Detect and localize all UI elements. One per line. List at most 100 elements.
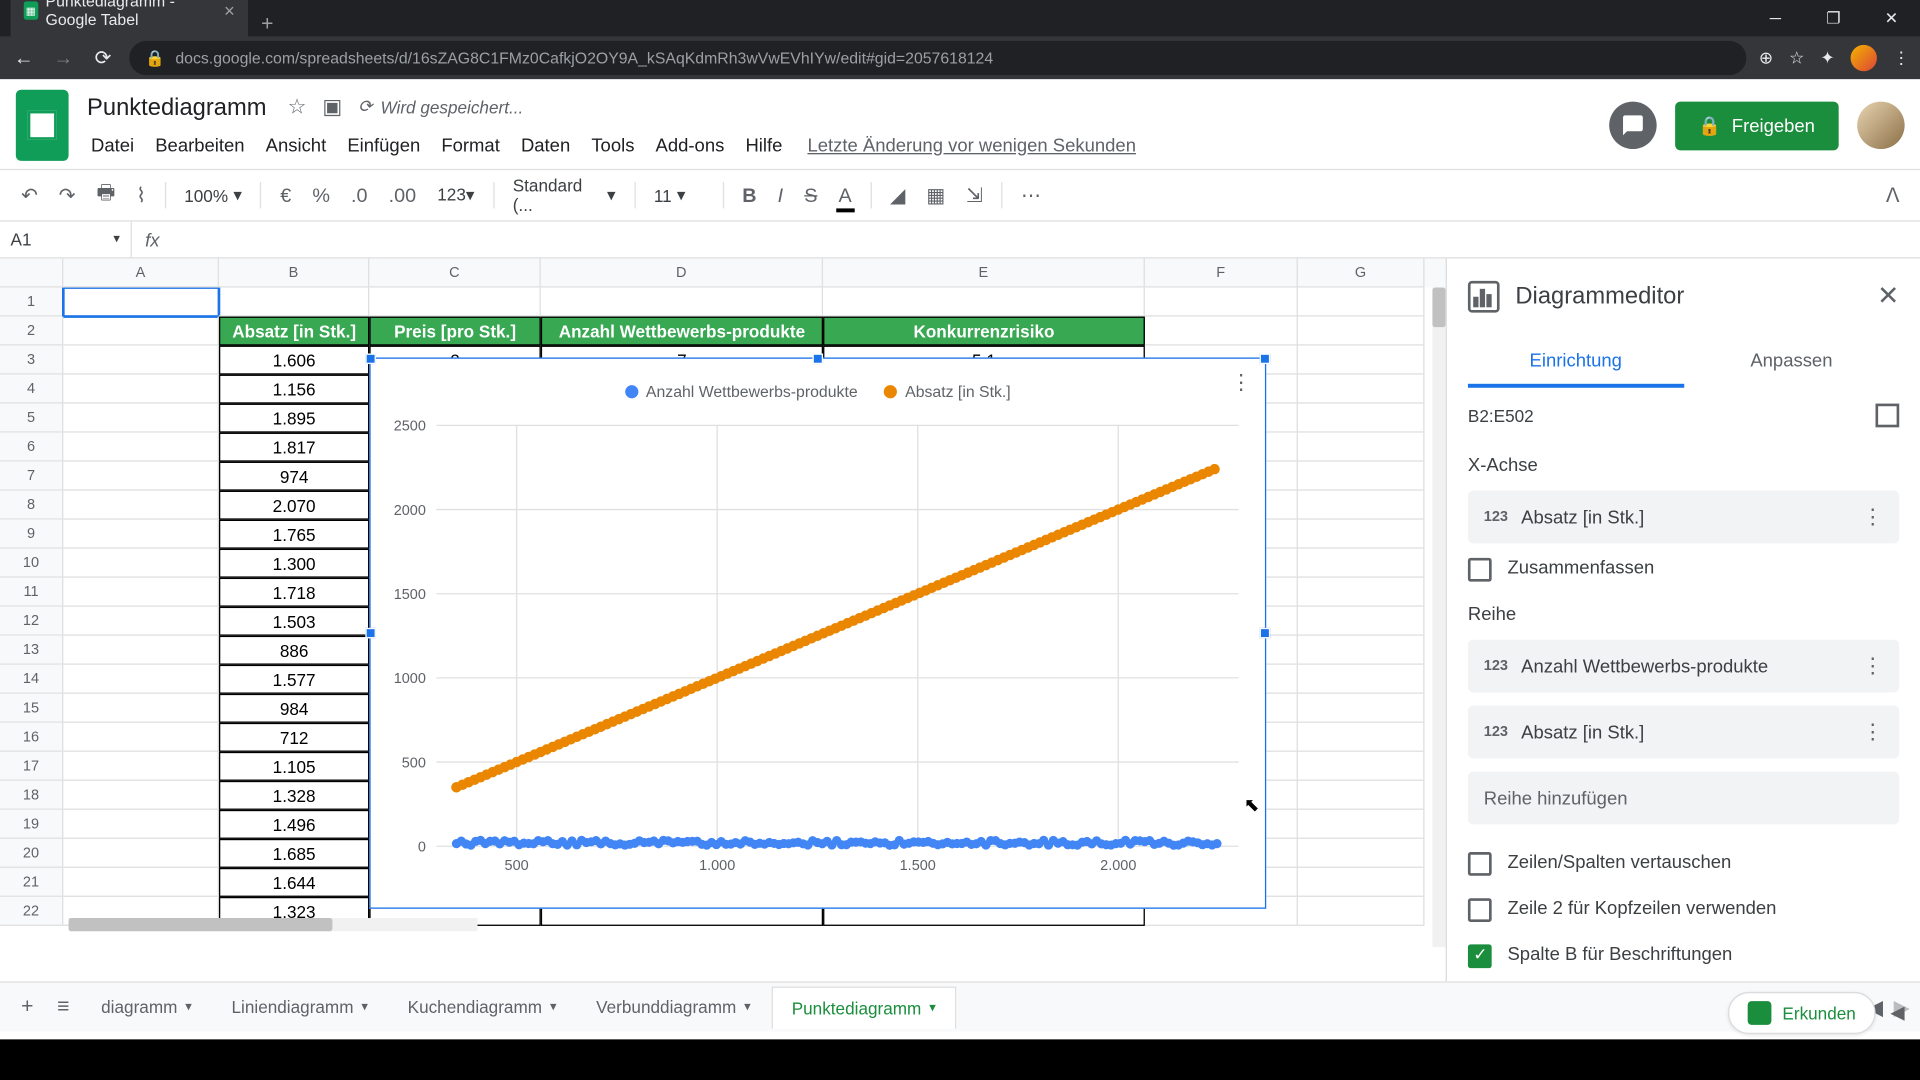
- print-icon[interactable]: 🖶: [89, 171, 124, 220]
- move-doc-icon[interactable]: ▣: [322, 94, 342, 120]
- tab-anpassen[interactable]: Anpassen: [1684, 336, 1900, 387]
- cell[interactable]: 974: [219, 462, 369, 491]
- select-all-corner[interactable]: [0, 259, 63, 288]
- zoom-select[interactable]: 100% ▾: [176, 179, 250, 211]
- resize-handle[interactable]: [1260, 628, 1271, 639]
- cell[interactable]: [1298, 694, 1425, 723]
- cell[interactable]: 1.685: [219, 839, 369, 868]
- cell[interactable]: Anzahl Wettbewerbs-produkte: [541, 317, 823, 346]
- row-header[interactable]: 18: [0, 781, 63, 810]
- format-select[interactable]: 123▾: [429, 179, 482, 211]
- cell[interactable]: 984: [219, 694, 369, 723]
- checkbox-icon[interactable]: [1468, 852, 1492, 876]
- cell[interactable]: 1.817: [219, 433, 369, 462]
- redo-icon[interactable]: ↷: [51, 175, 83, 215]
- add-sheet-icon[interactable]: +: [11, 985, 44, 1030]
- data-range[interactable]: B2:E502: [1468, 406, 1534, 426]
- currency-icon[interactable]: €: [272, 176, 299, 214]
- row-header[interactable]: 10: [0, 549, 63, 578]
- cell[interactable]: [1298, 549, 1425, 578]
- sheet-tab-verbund[interactable]: Verbunddiagramm▾: [578, 987, 770, 1028]
- cell[interactable]: [63, 549, 219, 578]
- x-axis-field[interactable]: 123 Absatz [in Stk.] ⋮: [1468, 491, 1899, 544]
- cell[interactable]: [63, 346, 219, 375]
- cell[interactable]: [63, 520, 219, 549]
- back-icon[interactable]: ←: [11, 47, 37, 69]
- cell[interactable]: Konkurrenzrisiko: [823, 317, 1145, 346]
- cell[interactable]: 1.328: [219, 781, 369, 810]
- cell[interactable]: 1.156: [219, 375, 369, 404]
- menu-hilfe[interactable]: Hilfe: [736, 129, 791, 161]
- cell[interactable]: [1298, 520, 1425, 549]
- close-tab-icon[interactable]: ×: [224, 0, 235, 21]
- cell[interactable]: [63, 636, 219, 665]
- row-header[interactable]: 12: [0, 607, 63, 636]
- menu-daten[interactable]: Daten: [512, 129, 580, 161]
- cell[interactable]: [1298, 404, 1425, 433]
- sheets-logo-icon[interactable]: [16, 90, 69, 161]
- col-header-f[interactable]: F: [1145, 259, 1298, 288]
- field-menu-icon[interactable]: ⋮: [1862, 653, 1883, 679]
- text-color-icon[interactable]: A: [831, 176, 860, 214]
- row-header[interactable]: 5: [0, 404, 63, 433]
- row-header[interactable]: 21: [0, 868, 63, 897]
- menu-bearbeiten[interactable]: Bearbeiten: [146, 129, 254, 161]
- reload-icon[interactable]: ⟳: [90, 46, 116, 70]
- cell[interactable]: [63, 578, 219, 607]
- spreadsheet-grid[interactable]: A B C D E F G 12Absatz [in Stk.]Preis [p…: [0, 259, 1446, 982]
- col-header-b[interactable]: B: [219, 259, 369, 288]
- menu-tools[interactable]: Tools: [582, 129, 644, 161]
- font-select[interactable]: Standard (... ▾: [505, 170, 624, 220]
- resize-handle[interactable]: [813, 353, 824, 364]
- cell[interactable]: [1145, 317, 1298, 346]
- cell[interactable]: [63, 665, 219, 694]
- decimal-increase-icon[interactable]: .00: [381, 176, 424, 214]
- chart-menu-icon[interactable]: ⋮: [1231, 369, 1252, 395]
- cell[interactable]: [63, 694, 219, 723]
- row-header[interactable]: 11: [0, 578, 63, 607]
- add-series-button[interactable]: Reihe hinzufügen: [1468, 772, 1899, 825]
- user-avatar[interactable]: [1857, 102, 1904, 149]
- cell[interactable]: [63, 810, 219, 839]
- cell[interactable]: [219, 288, 369, 317]
- row-header[interactable]: 6: [0, 433, 63, 462]
- field-menu-icon[interactable]: ⋮: [1862, 504, 1883, 530]
- resize-handle[interactable]: [1260, 353, 1271, 364]
- vertical-scrollbar[interactable]: [1432, 288, 1445, 948]
- cell[interactable]: [1298, 897, 1425, 926]
- cell[interactable]: 2.070: [219, 491, 369, 520]
- cell[interactable]: [63, 839, 219, 868]
- cell[interactable]: 1.503: [219, 607, 369, 636]
- tab-einrichtung[interactable]: Einrichtung: [1468, 336, 1684, 387]
- share-button[interactable]: 🔒 Freigeben: [1674, 101, 1838, 150]
- forward-icon[interactable]: →: [50, 47, 76, 69]
- name-box[interactable]: A1▾: [0, 222, 132, 258]
- cell[interactable]: 1.105: [219, 752, 369, 781]
- cell[interactable]: [63, 868, 219, 897]
- cell[interactable]: [1298, 839, 1425, 868]
- resize-handle[interactable]: [365, 353, 376, 364]
- new-tab-button[interactable]: +: [248, 13, 287, 37]
- doc-title[interactable]: Punktediagramm: [82, 90, 272, 123]
- resize-handle[interactable]: [365, 628, 376, 639]
- cell[interactable]: 1.577: [219, 665, 369, 694]
- cell[interactable]: [541, 288, 823, 317]
- cell[interactable]: [1298, 810, 1425, 839]
- star-doc-icon[interactable]: ☆: [288, 94, 307, 120]
- last-edit-link[interactable]: Letzte Änderung vor wenigen Sekunden: [807, 129, 1136, 161]
- cell[interactable]: [1298, 868, 1425, 897]
- row-header[interactable]: 1: [0, 288, 63, 317]
- row-header[interactable]: 15: [0, 694, 63, 723]
- close-window-icon[interactable]: ✕: [1862, 0, 1920, 37]
- cell[interactable]: [63, 462, 219, 491]
- row-header[interactable]: 19: [0, 810, 63, 839]
- cell[interactable]: [1298, 462, 1425, 491]
- cell[interactable]: 1.644: [219, 868, 369, 897]
- row-header[interactable]: 17: [0, 752, 63, 781]
- col-header-d[interactable]: D: [541, 259, 823, 288]
- field-menu-icon[interactable]: ⋮: [1862, 719, 1883, 745]
- series-field-1[interactable]: 123 Anzahl Wettbewerbs-produkte ⋮: [1468, 640, 1899, 693]
- cell[interactable]: [823, 288, 1145, 317]
- cell[interactable]: 1.300: [219, 549, 369, 578]
- zoom-icon[interactable]: ⊕: [1759, 47, 1773, 68]
